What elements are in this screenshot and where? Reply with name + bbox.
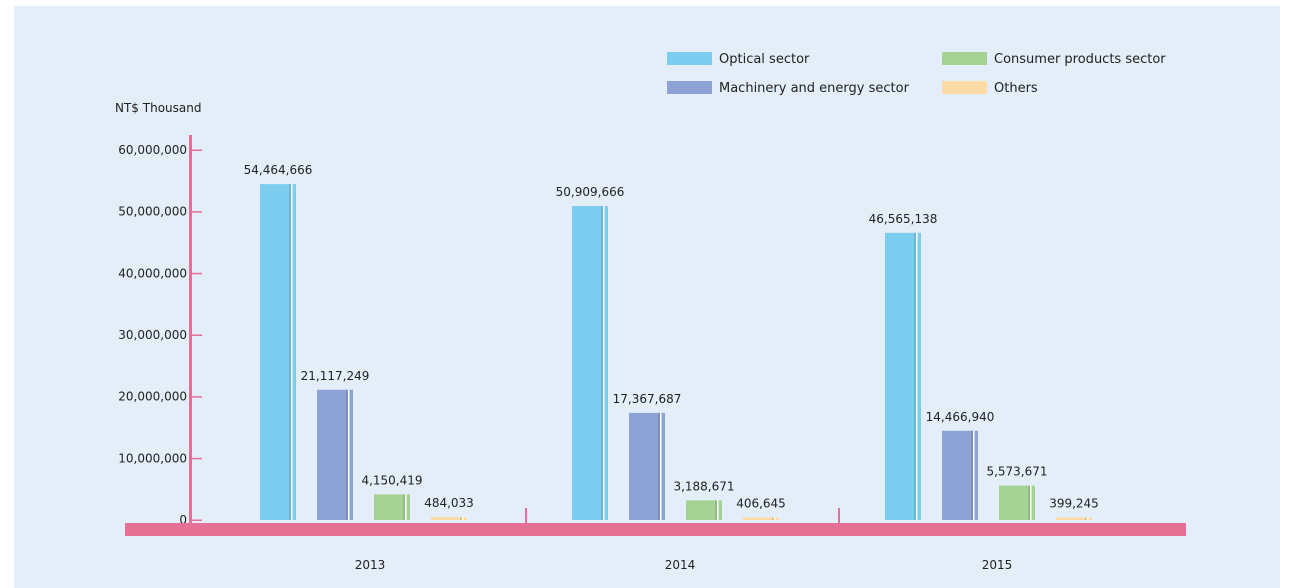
legend-label: Machinery and energy sector bbox=[719, 81, 910, 96]
bar-gap bbox=[1030, 485, 1032, 520]
x-group-divider bbox=[838, 508, 840, 524]
x-group-divider bbox=[525, 508, 527, 524]
bar-highlight bbox=[914, 232, 916, 520]
bar-highlight bbox=[715, 500, 717, 520]
data-label: 399,245 bbox=[1049, 497, 1099, 511]
bar-gap bbox=[291, 184, 293, 520]
y-tick bbox=[190, 334, 202, 336]
bar-highlight bbox=[971, 430, 973, 520]
y-tick bbox=[190, 519, 202, 521]
y-tick-label: 20,000,000 bbox=[118, 390, 187, 404]
data-label: 21,117,249 bbox=[301, 369, 370, 383]
data-label: 46,565,138 bbox=[869, 212, 938, 226]
bar-highlight bbox=[460, 517, 462, 520]
y-tick-label: 40,000,000 bbox=[118, 266, 187, 280]
data-label: 406,645 bbox=[736, 496, 786, 510]
data-label: 50,909,666 bbox=[556, 185, 625, 199]
data-label: 3,188,671 bbox=[673, 479, 734, 493]
bar-highlight bbox=[1085, 517, 1087, 520]
bar-highlight bbox=[346, 389, 348, 520]
data-label: 5,573,671 bbox=[986, 465, 1047, 479]
legend-swatch bbox=[667, 52, 712, 65]
y-tick bbox=[190, 396, 202, 398]
bar-highlight bbox=[772, 517, 774, 520]
bar-gap bbox=[603, 206, 605, 520]
bar bbox=[686, 500, 722, 520]
data-label: 4,150,419 bbox=[361, 473, 422, 487]
y-tick-label: 30,000,000 bbox=[118, 328, 187, 342]
bar bbox=[743, 517, 779, 520]
y-axis-title: NT$ Thousand bbox=[115, 101, 201, 115]
y-tick-label: 50,000,000 bbox=[118, 205, 187, 219]
x-tick-label: 2013 bbox=[355, 558, 386, 572]
y-tick-label: 10,000,000 bbox=[118, 451, 187, 465]
data-label: 14,466,940 bbox=[926, 410, 995, 424]
bar-gap bbox=[916, 232, 918, 520]
x-axis-band bbox=[125, 523, 1186, 536]
x-axis: 2013 2014 2015 bbox=[125, 508, 1186, 572]
data-label: 54,464,666 bbox=[244, 163, 313, 177]
bar-highlight bbox=[601, 206, 603, 520]
data-label: 484,033 bbox=[424, 496, 474, 510]
bar-gap bbox=[1087, 517, 1089, 520]
y-tick-label: 60,000,000 bbox=[118, 143, 187, 157]
legend-label: Optical sector bbox=[719, 52, 810, 67]
data-label: 17,367,687 bbox=[613, 392, 682, 406]
bar bbox=[431, 517, 467, 520]
legend-label: Consumer products sector bbox=[994, 52, 1166, 67]
bar-gap bbox=[462, 517, 464, 520]
legend-swatch bbox=[942, 52, 987, 65]
bar-gap bbox=[405, 494, 407, 520]
bar-highlight bbox=[289, 184, 291, 520]
x-tick-label: 2015 bbox=[982, 558, 1013, 572]
bar-highlight bbox=[1028, 485, 1030, 520]
legend-label: Others bbox=[994, 81, 1038, 96]
bar-gap bbox=[973, 430, 975, 520]
bar-gap bbox=[774, 517, 776, 520]
bar-gap bbox=[717, 500, 719, 520]
legend-swatch bbox=[942, 81, 987, 94]
y-tick bbox=[190, 457, 202, 460]
bar-highlight bbox=[658, 412, 660, 520]
legend-swatch bbox=[667, 81, 712, 94]
y-tick bbox=[190, 272, 202, 275]
y-tick bbox=[190, 211, 202, 213]
y-tick-label: 0 bbox=[179, 513, 187, 527]
y-axis: 0 10,000,000 20,000,000 30,000,000 40,000,00… bbox=[118, 135, 202, 527]
legend: Optical sector Consumer products sector Ma… bbox=[667, 52, 1166, 96]
bar-highlight bbox=[403, 494, 405, 520]
y-tick bbox=[190, 149, 202, 151]
x-tick-label: 2014 bbox=[665, 558, 696, 572]
bar-gap bbox=[660, 412, 662, 520]
bar-gap bbox=[348, 389, 350, 520]
bar bbox=[1056, 517, 1092, 520]
y-axis-line bbox=[189, 135, 192, 525]
